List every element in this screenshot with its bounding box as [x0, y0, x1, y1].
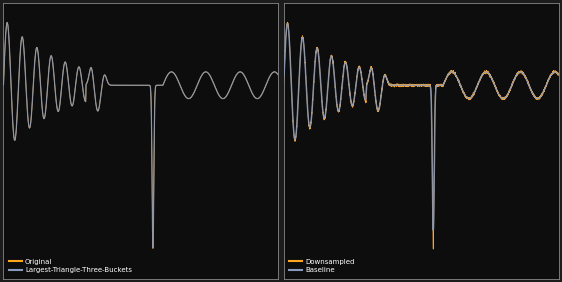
Legend: Downsampled, Baseline: Downsampled, Baseline: [287, 257, 357, 275]
Legend: Original, Largest-Triangle-Three-Buckets: Original, Largest-Triangle-Three-Buckets: [7, 257, 134, 275]
